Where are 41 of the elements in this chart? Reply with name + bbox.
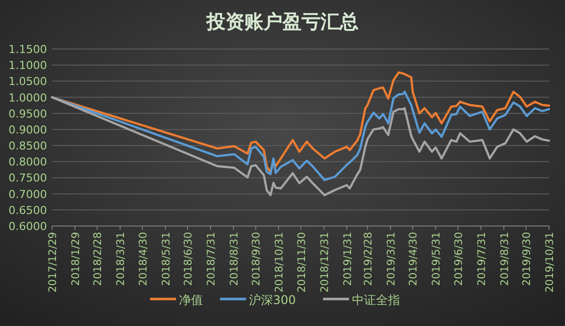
y-tick-label: 1.1500 <box>8 43 47 56</box>
x-tick-label: 2018/6/30 <box>182 232 195 286</box>
x-tick-label: 2019/6/30 <box>452 232 465 286</box>
y-tick-label: 1.0500 <box>8 75 47 88</box>
x-tick-label: 2018/12/31 <box>318 232 331 293</box>
x-tick-label: 2018/8/31 <box>228 232 240 286</box>
x-tick-label: 2018/2/28 <box>92 232 104 286</box>
x-tick-label: 2019/5/31 <box>430 232 443 286</box>
y-tick-label: 0.8500 <box>8 140 47 153</box>
x-tick-label: 2018/1/29 <box>70 232 82 286</box>
x-tick-label: 2018/10/31 <box>274 232 286 293</box>
x-tick-label: 2018/4/30 <box>137 232 150 286</box>
x-tick-label: 2018/7/31 <box>206 232 218 286</box>
x-tick-label: 2019/2/28 <box>362 232 375 286</box>
x-tick-label: 2017/12/29 <box>47 232 59 293</box>
chart-title: 投资账户盈亏汇总 <box>206 11 358 33</box>
y-tick-label: 0.7000 <box>8 188 47 201</box>
x-tick-label: 2019/8/31 <box>498 232 511 286</box>
y-tick-label: 0.7500 <box>8 172 47 185</box>
x-tick-label: 2019/7/31 <box>476 232 488 286</box>
line-series <box>50 96 550 196</box>
x-tick-label: 2019/3/31 <box>385 232 398 286</box>
x-tick-label: 2019/4/30 <box>408 232 420 286</box>
y-tick-label: 0.6500 <box>8 204 47 217</box>
line-series <box>50 90 550 182</box>
x-tick-label: 2018/3/31 <box>115 232 128 286</box>
x-tick-label: 2018/9/30 <box>250 232 263 286</box>
legend-label: 中证全指 <box>352 293 400 307</box>
y-tick-label: 1.0000 <box>8 91 47 104</box>
x-tick-label: 2018/11/30 <box>296 232 308 293</box>
legend-label: 净值 <box>179 293 203 307</box>
y-tick-label: 0.9000 <box>8 123 47 136</box>
y-tick-label: 0.6000 <box>8 220 47 233</box>
y-tick-label: 0.9500 <box>8 107 47 120</box>
x-tick-label: 2019/9/30 <box>521 232 534 286</box>
y-tick-label: 1.1000 <box>8 59 47 72</box>
x-tick-label: 2019/10/31 <box>544 232 556 293</box>
x-tick-label: 2019/1/31 <box>342 232 354 286</box>
legend-label: 沪深300 <box>249 293 296 307</box>
x-tick-label: 2018/5/31 <box>160 232 172 286</box>
y-tick-label: 0.8000 <box>8 156 47 169</box>
